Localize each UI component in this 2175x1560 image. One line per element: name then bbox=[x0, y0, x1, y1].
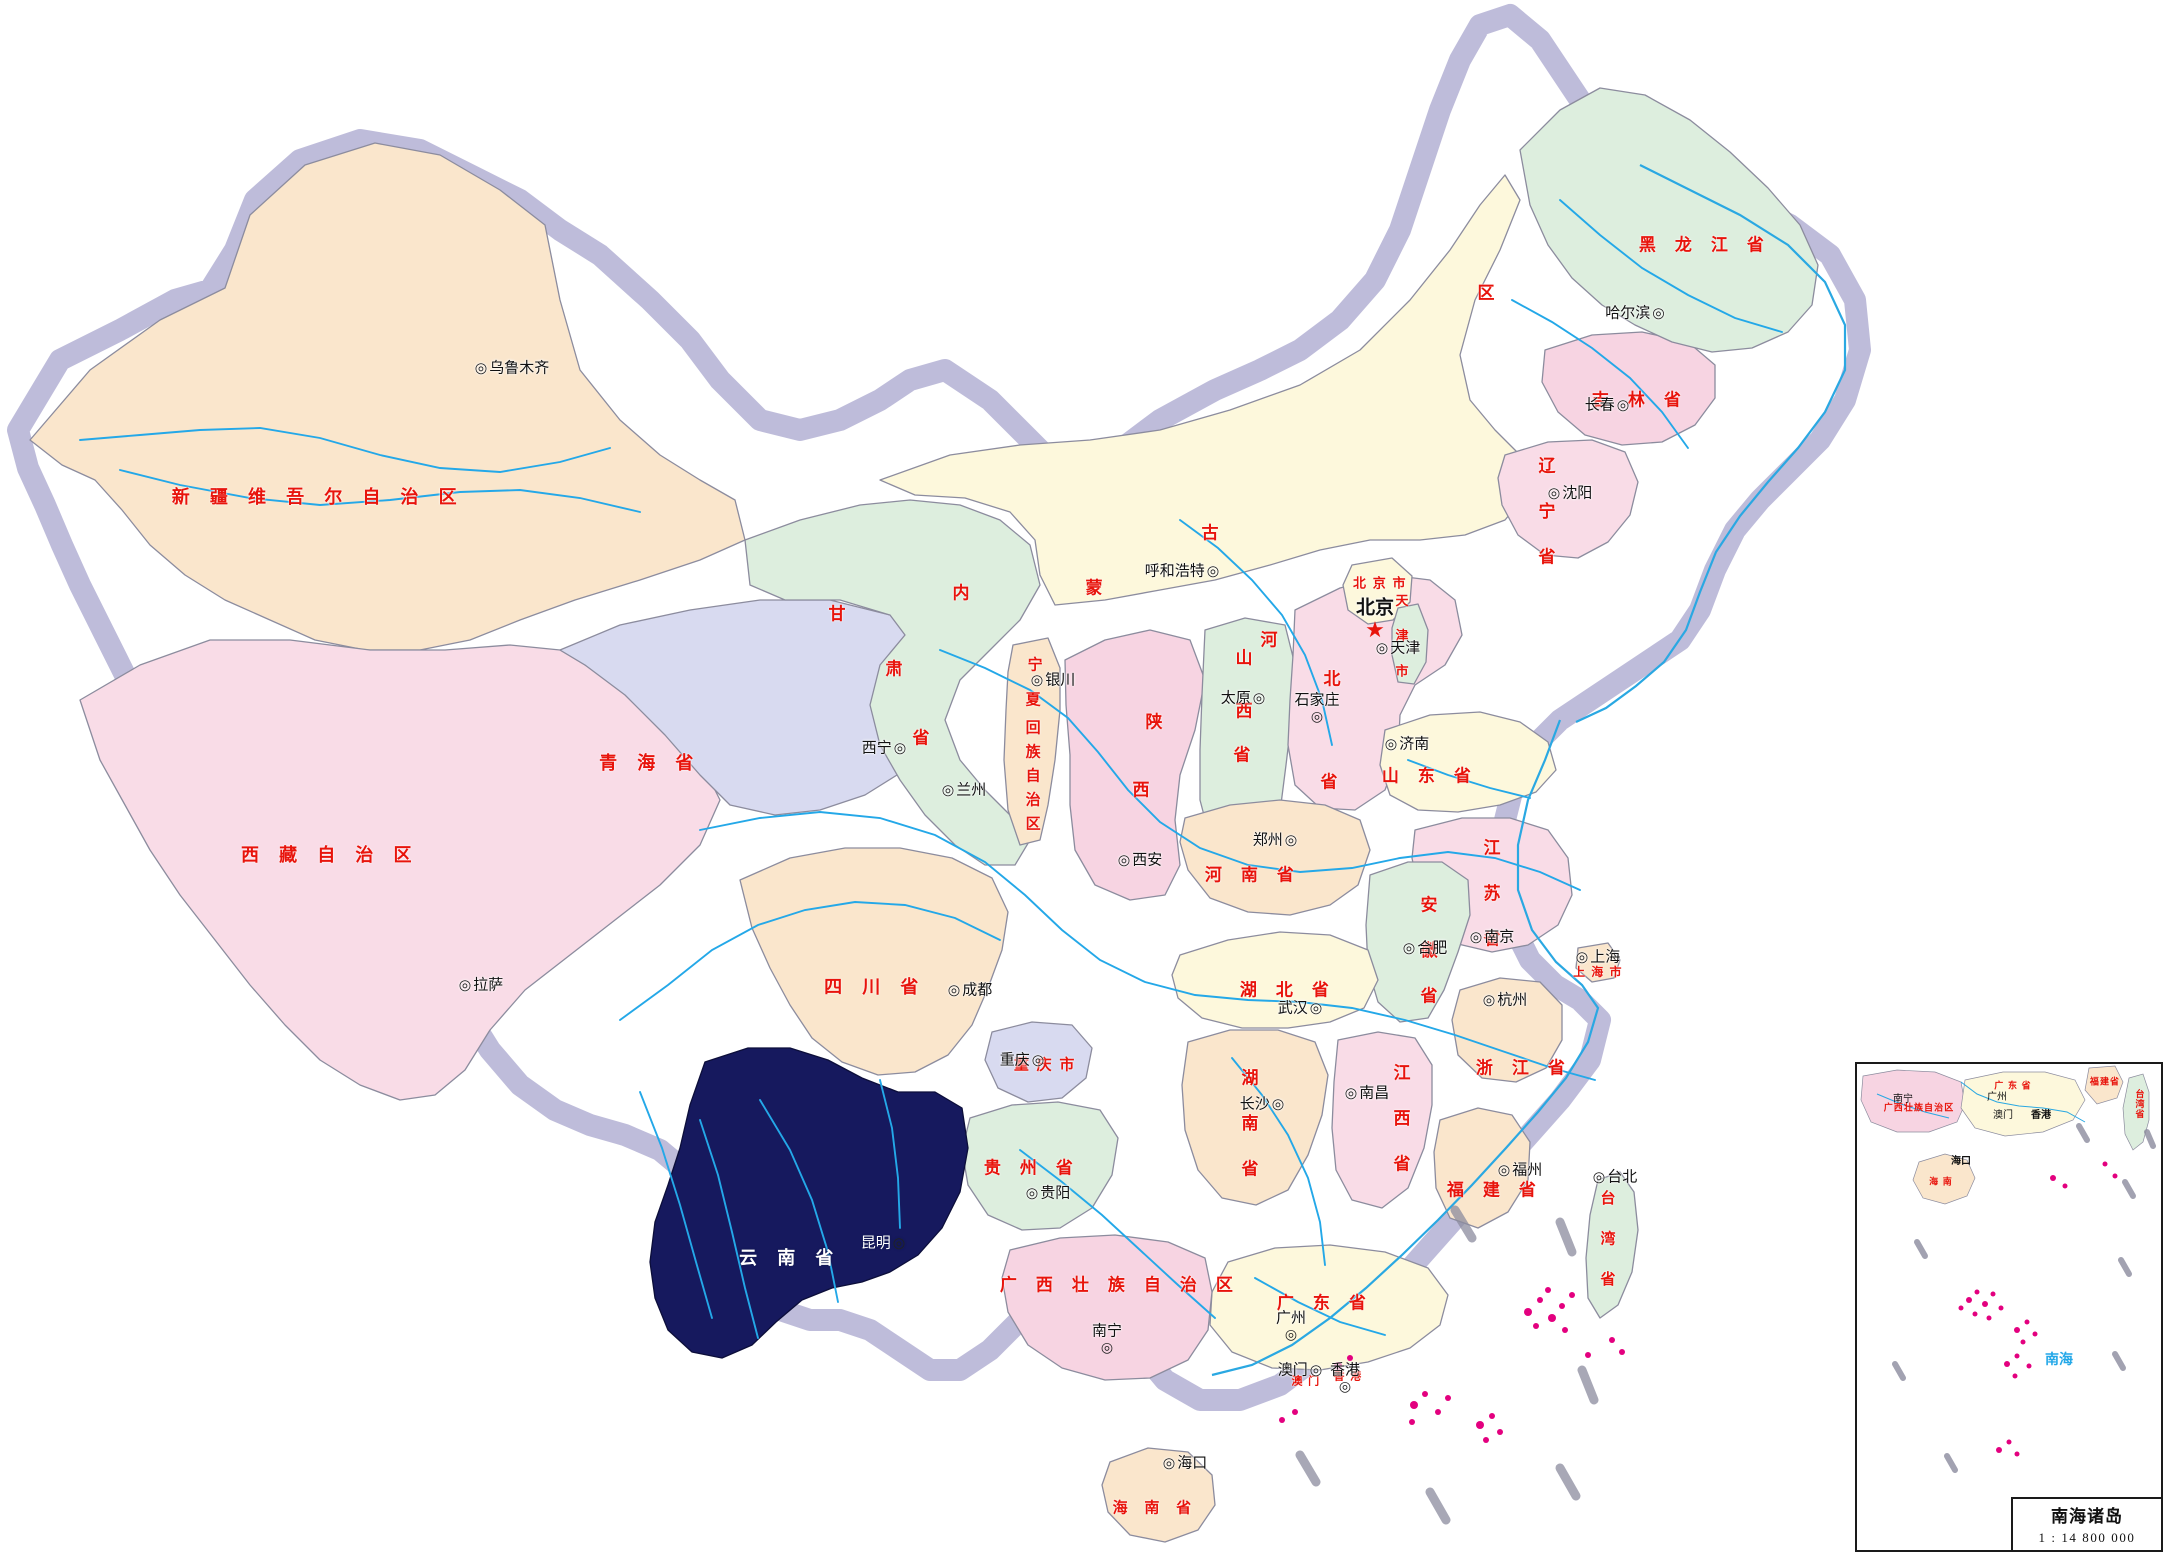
province-beijing bbox=[1342, 557, 1413, 625]
province-xinjiang bbox=[29, 142, 746, 651]
province-tibet bbox=[79, 639, 721, 1101]
province-shandong bbox=[1379, 711, 1557, 813]
province-jilin bbox=[1541, 331, 1716, 446]
inset-title-text: 南海诸岛 bbox=[2050, 1507, 2124, 1526]
inset-dash-line bbox=[1892, 1123, 2156, 1473]
inset-map-canvas: 南海 bbox=[1860, 1065, 2156, 1473]
inset-map-south-china-sea[interactable]: 南海 广西壮族自治区 南宁 广 东 省 广州 澳门 香港 海 南 海口 台湾省 … bbox=[1855, 1062, 2163, 1552]
province-henan bbox=[1179, 799, 1371, 916]
inset-title-box: 南海诸岛 1 : 14 800 000 bbox=[2011, 1497, 2161, 1550]
inset-scale-text: 1 : 14 800 000 bbox=[2038, 1530, 2136, 1545]
province-hunan bbox=[1181, 1029, 1329, 1206]
province-hubei bbox=[1171, 931, 1379, 1029]
inset-islands bbox=[1958, 1161, 2118, 1457]
inset-guangdong bbox=[1960, 1071, 2086, 1137]
province-tianjin bbox=[1391, 603, 1429, 685]
scs-dash-line bbox=[1295, 1205, 1599, 1525]
south-china-sea-islands bbox=[1279, 1287, 1625, 1443]
province-guangdong bbox=[1209, 1244, 1449, 1371]
province-inner-mongolia bbox=[879, 174, 1531, 606]
province-ningxia bbox=[1003, 637, 1061, 846]
province-anhui bbox=[1365, 861, 1471, 1023]
province-taiwan bbox=[1585, 1171, 1639, 1319]
inset-taiwan bbox=[2122, 1073, 2150, 1151]
province-zhejiang bbox=[1451, 977, 1563, 1083]
coastline-layer bbox=[1211, 164, 1847, 1377]
province-chongqing bbox=[984, 1021, 1093, 1103]
province-yunnan-highlighted bbox=[649, 1047, 969, 1359]
inset-fujian bbox=[2084, 1065, 2124, 1105]
province-hainan bbox=[1101, 1447, 1216, 1543]
province-liaoning bbox=[1497, 439, 1639, 559]
rivers-layer bbox=[79, 199, 1783, 1339]
province-guangxi bbox=[1001, 1234, 1213, 1381]
inset-nanhai-label: 南海 bbox=[2045, 1351, 2073, 1367]
province-polygons bbox=[29, 87, 1819, 1543]
province-sichuan bbox=[739, 847, 1009, 1076]
inset-hainan bbox=[1912, 1153, 1976, 1205]
province-heilongjiang bbox=[1519, 87, 1819, 353]
province-shanghai bbox=[1575, 942, 1621, 983]
inset-guangxi bbox=[1860, 1069, 1966, 1133]
province-shaanxi bbox=[1064, 629, 1206, 901]
province-jiangxi bbox=[1331, 1031, 1433, 1209]
national-boundary-halo bbox=[7, 4, 1871, 1411]
